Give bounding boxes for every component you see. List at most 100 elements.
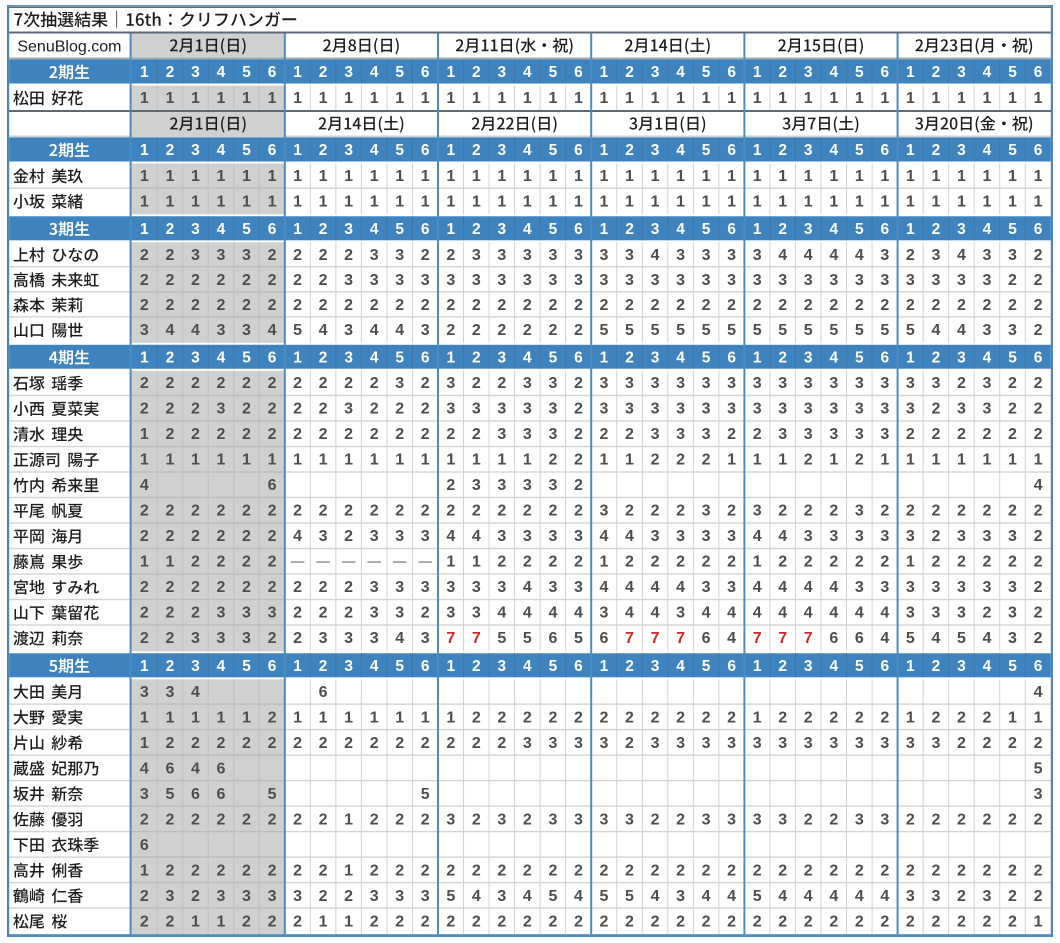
svg-text:3: 3 [778,811,787,828]
svg-text:3: 3 [548,477,557,494]
svg-text:1: 1 [370,168,379,185]
svg-text:3: 3 [778,735,787,752]
svg-text:2: 2 [1034,811,1043,828]
svg-text:5: 5 [702,349,711,366]
svg-text:2: 2 [753,913,762,930]
svg-text:2: 2 [268,247,277,264]
svg-text:4: 4 [957,322,966,339]
svg-text:4: 4 [676,349,685,366]
svg-text:4: 4 [957,247,966,264]
svg-text:1: 1 [140,452,149,469]
svg-text:3: 3 [880,272,889,289]
svg-text:5: 5 [702,658,711,675]
svg-text:2: 2 [625,221,634,238]
svg-text:2: 2 [395,913,404,930]
svg-text:4: 4 [191,322,200,339]
svg-text:2: 2 [574,401,583,418]
svg-text:3: 3 [395,272,404,289]
svg-text:2: 2 [446,913,455,930]
svg-text:2: 2 [421,811,430,828]
svg-text:1: 1 [165,168,174,185]
svg-text:3: 3 [855,272,864,289]
svg-text:2: 2 [421,862,430,879]
svg-text:3: 3 [472,247,481,264]
svg-text:2: 2 [931,528,940,545]
svg-text:2: 2 [370,426,379,443]
svg-text:3: 3 [804,64,813,81]
svg-text:2: 2 [319,658,328,675]
svg-text:5: 5 [804,322,813,339]
svg-text:2: 2 [165,297,174,314]
svg-text:1: 1 [1034,168,1043,185]
svg-text:4: 4 [651,888,660,905]
svg-text:4: 4 [217,142,226,159]
svg-text:1: 1 [931,90,940,107]
svg-text:2: 2 [727,426,736,443]
svg-text:6: 6 [881,658,890,675]
svg-text:5: 5 [549,658,558,675]
svg-text:2: 2 [497,554,506,571]
svg-text:1: 1 [753,452,762,469]
svg-text:2: 2 [574,477,583,494]
svg-text:2: 2 [931,862,940,879]
svg-text:2: 2 [140,297,149,314]
svg-text:4: 4 [548,605,557,622]
svg-text:2: 2 [625,426,634,443]
svg-text:2: 2 [880,554,889,571]
svg-text:1: 1 [217,168,226,185]
svg-text:3: 3 [983,375,992,392]
svg-text:4: 4 [395,322,404,339]
svg-text:5: 5 [242,349,251,366]
svg-text:1: 1 [421,90,430,107]
svg-text:2: 2 [523,913,532,930]
svg-text:3: 3 [395,247,404,264]
svg-text:2: 2 [778,142,787,159]
svg-text:2: 2 [931,811,940,828]
svg-text:3: 3 [957,528,966,545]
svg-text:2: 2 [268,709,277,726]
svg-text:2: 2 [676,503,685,520]
svg-text:3: 3 [727,811,736,828]
svg-text:4: 4 [140,760,149,777]
svg-text:6: 6 [421,142,430,159]
svg-text:4: 4 [829,247,838,264]
svg-text:2: 2 [370,913,379,930]
svg-text:1: 1 [548,168,557,185]
svg-text:3: 3 [548,375,557,392]
svg-text:3: 3 [523,247,532,264]
svg-text:2: 2 [1034,554,1043,571]
svg-text:5: 5 [829,322,838,339]
svg-text:2: 2 [1034,272,1043,289]
svg-text:2: 2 [778,709,787,726]
svg-text:2: 2 [702,452,711,469]
svg-text:2: 2 [625,503,634,520]
svg-text:1: 1 [753,349,762,366]
svg-text:5: 5 [395,349,404,366]
svg-text:2: 2 [191,605,200,622]
svg-text:1: 1 [395,90,404,107]
svg-text:1: 1 [344,168,353,185]
svg-text:3: 3 [957,64,966,81]
svg-text:2: 2 [319,888,328,905]
svg-text:2: 2 [574,452,583,469]
svg-text:6: 6 [1034,349,1043,366]
svg-text:1: 1 [906,452,915,469]
svg-text:3: 3 [548,247,557,264]
svg-text:3: 3 [931,888,940,905]
svg-text:5: 5 [753,322,762,339]
svg-text:1: 1 [370,452,379,469]
svg-text:2: 2 [268,913,277,930]
svg-text:2: 2 [1034,528,1043,545]
svg-text:2: 2 [472,426,481,443]
svg-text:1: 1 [1034,193,1043,210]
svg-text:1: 1 [293,221,302,238]
svg-text:2: 2 [625,913,634,930]
svg-text:4: 4 [625,528,634,545]
svg-text:4: 4 [829,221,838,238]
svg-text:2: 2 [829,811,838,828]
svg-text:1: 1 [727,452,736,469]
svg-text:3: 3 [600,247,609,264]
svg-text:2: 2 [242,375,251,392]
svg-text:1: 1 [548,90,557,107]
svg-text:2: 2 [548,452,557,469]
